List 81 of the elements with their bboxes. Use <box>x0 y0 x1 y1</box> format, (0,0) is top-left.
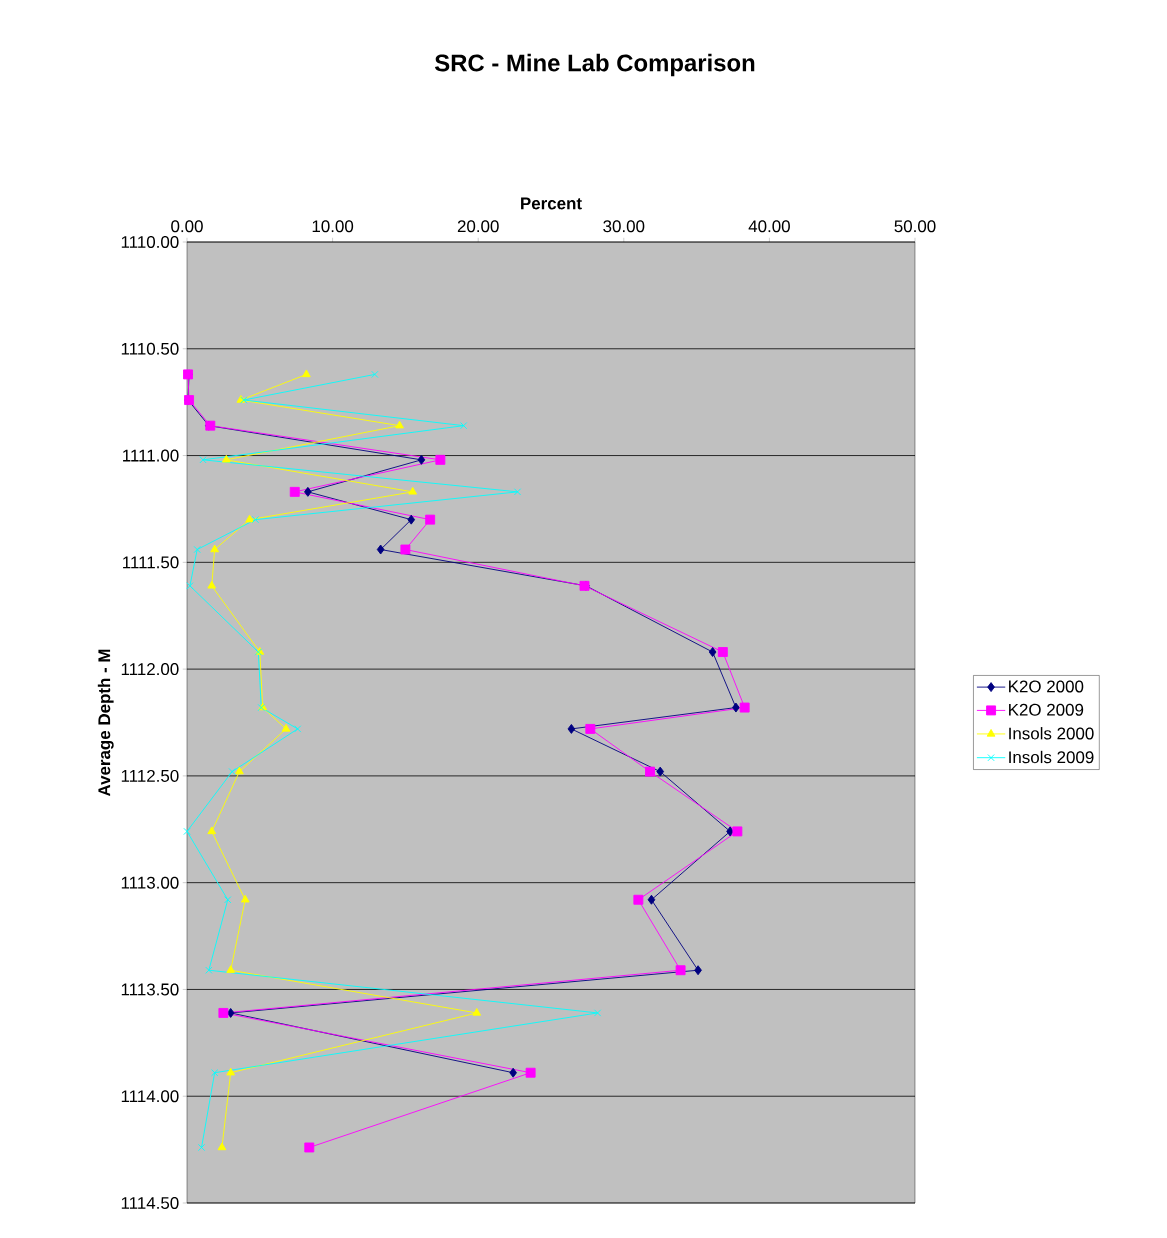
point <box>226 1007 235 1018</box>
point <box>513 488 522 496</box>
point <box>371 370 379 379</box>
point <box>425 514 436 525</box>
point <box>407 514 416 525</box>
point <box>281 723 291 732</box>
point <box>435 454 446 465</box>
point <box>304 1142 315 1153</box>
point <box>656 766 665 777</box>
point <box>289 486 300 497</box>
point <box>186 582 194 590</box>
y-tick-label: 1111.00 <box>123 449 179 462</box>
y-tick-label: 1110.50 <box>121 342 179 355</box>
point <box>294 725 302 733</box>
point <box>509 1067 517 1078</box>
point <box>460 422 468 430</box>
point <box>210 544 220 553</box>
y-tick-label: 1112.50 <box>121 769 179 782</box>
point <box>211 1069 219 1077</box>
y-tick-label: 1110.00 <box>121 236 179 248</box>
point <box>739 702 750 713</box>
y-tick-label: 1112.00 <box>121 663 179 676</box>
point <box>694 965 702 976</box>
point <box>585 723 596 734</box>
point <box>207 826 217 835</box>
y-tick-label: 1111.50 <box>123 556 179 569</box>
point <box>732 826 743 837</box>
x-axis-title: Percent <box>521 197 582 210</box>
legend-label: K2O 2000 <box>1009 680 1084 693</box>
point <box>235 766 244 775</box>
point <box>193 545 201 554</box>
point <box>395 420 404 429</box>
point <box>245 514 254 523</box>
point <box>417 454 426 465</box>
point <box>228 767 236 776</box>
point <box>400 544 411 555</box>
point <box>376 544 385 555</box>
point <box>183 827 191 836</box>
point <box>207 580 217 589</box>
point <box>717 647 728 657</box>
point <box>525 1067 536 1078</box>
point <box>593 1009 602 1017</box>
y-tick-label: 1114.00 <box>121 1090 179 1103</box>
x-tick-label: 20.00 <box>457 220 499 233</box>
x-tick-label: 10.00 <box>312 220 354 233</box>
legend-label: Insols 2009 <box>1009 750 1094 764</box>
point <box>675 965 686 976</box>
y-tick-label: 1113.00 <box>121 876 179 889</box>
point <box>304 486 312 497</box>
point <box>645 766 655 777</box>
point <box>567 723 576 734</box>
y-tick-label: 1113.50 <box>121 983 179 996</box>
point <box>408 486 418 495</box>
x-tick-label: 30.00 <box>603 220 645 233</box>
point <box>633 894 644 905</box>
point <box>224 896 232 904</box>
point <box>726 826 734 837</box>
y-axis-title: Average Depth - M <box>97 649 114 797</box>
point <box>472 1007 482 1016</box>
point <box>217 1142 227 1151</box>
point <box>302 369 311 378</box>
point <box>221 454 231 463</box>
point <box>226 965 236 973</box>
x-tick-label: 50.00 <box>894 220 936 233</box>
x-tick-label: 0.00 <box>171 220 203 233</box>
point <box>647 894 656 905</box>
legend-label: Insols 2000 <box>1009 727 1094 740</box>
point <box>240 894 250 903</box>
point <box>199 456 207 464</box>
x-tick-label: 40.00 <box>748 220 790 233</box>
point <box>240 396 248 404</box>
point <box>205 966 213 974</box>
point <box>708 647 717 657</box>
y-tick-label: 1114.50 <box>121 1197 179 1210</box>
point <box>218 1007 229 1018</box>
chart-title: SRC - Mine Lab Comparison <box>434 53 755 77</box>
legend-label: K2O 2009 <box>1009 703 1084 716</box>
point <box>732 702 740 713</box>
point <box>197 1143 206 1152</box>
point <box>226 1067 236 1076</box>
point <box>251 515 260 524</box>
